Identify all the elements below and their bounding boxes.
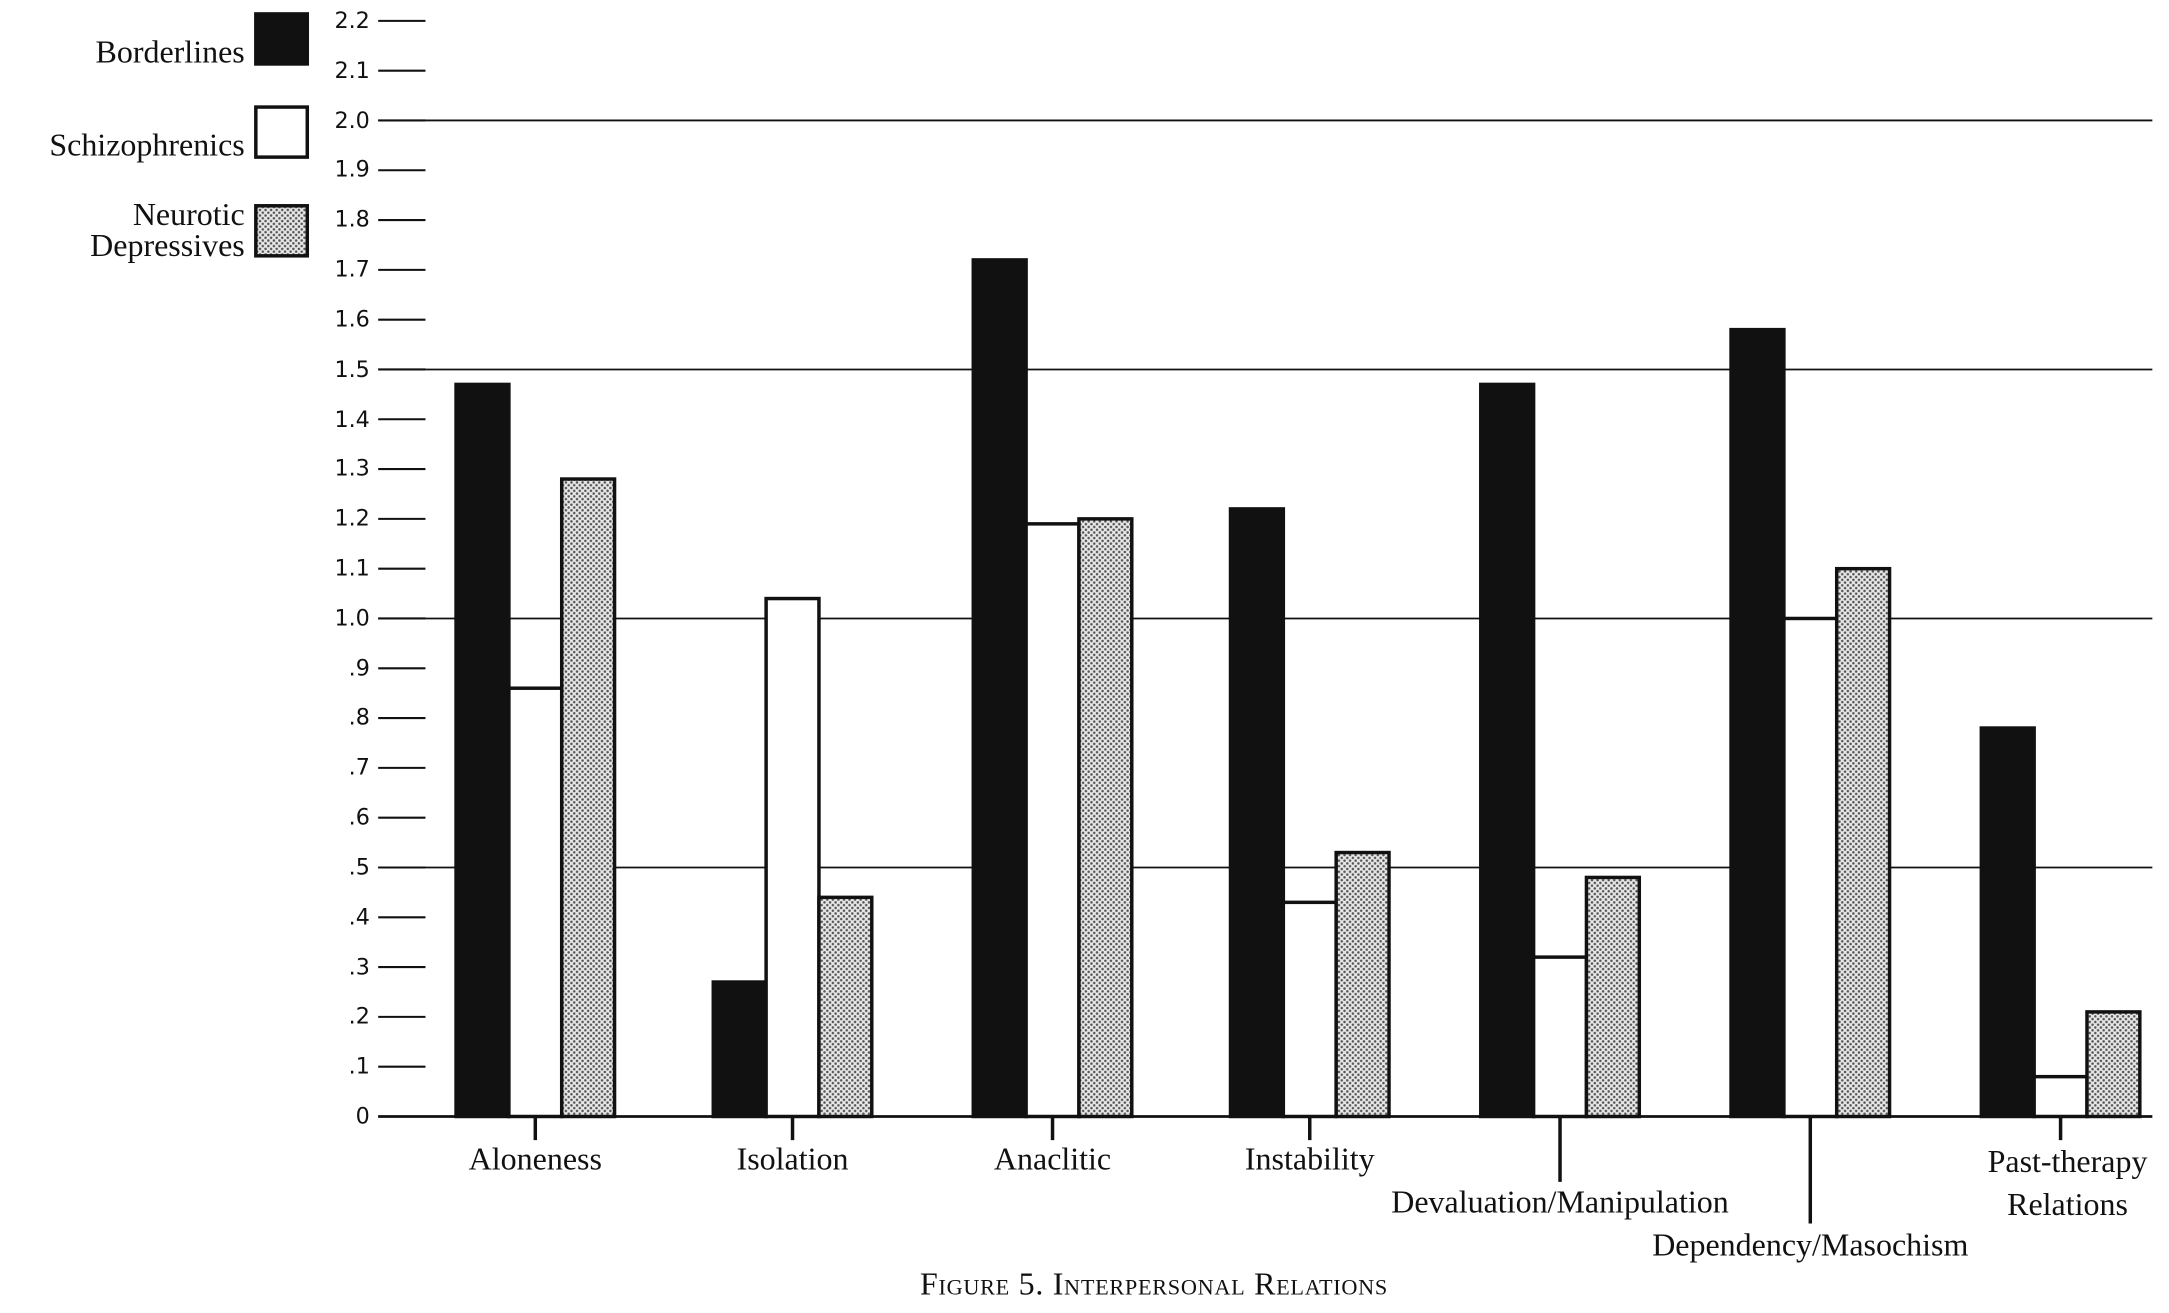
bar xyxy=(1334,850,1391,1119)
y-tick-label: .6 xyxy=(348,803,370,831)
bar xyxy=(2085,1010,2142,1119)
bar xyxy=(971,258,1028,1119)
bar xyxy=(764,596,821,1119)
y-tick-label: 1.4 xyxy=(334,405,370,432)
bar xyxy=(1729,327,1786,1119)
y-tick-label: 1.9 xyxy=(334,156,370,183)
bar xyxy=(1834,566,1892,1119)
bar xyxy=(1782,616,1839,1119)
chart-title: Figure 5. Interpersonal Relations xyxy=(920,1266,1389,1302)
bar xyxy=(1228,507,1286,1119)
bar xyxy=(2032,1074,2089,1119)
bar xyxy=(817,895,874,1119)
y-tick-label: 1.6 xyxy=(334,305,370,333)
legend-swatch xyxy=(254,105,310,159)
bar xyxy=(1281,900,1338,1119)
y-tick-label: 2.0 xyxy=(334,106,370,133)
bar xyxy=(711,980,768,1119)
bar xyxy=(1479,382,1536,1119)
y-tick-label: 2.2 xyxy=(334,6,370,34)
x-tick-label: Devaluation/Manipulation xyxy=(1391,1184,1729,1220)
bar xyxy=(507,686,564,1119)
bar xyxy=(1024,522,1081,1119)
y-tick-label: 1.0 xyxy=(334,604,370,631)
legend-label: Schizophrenics xyxy=(49,127,245,163)
y-tick-label: 1.8 xyxy=(334,206,370,233)
legend-label: Neurotic Depressives xyxy=(90,197,245,263)
y-tick-label: .9 xyxy=(348,654,370,681)
y-tick-label: .2 xyxy=(348,1002,370,1030)
x-tick-label: Isolation xyxy=(736,1141,849,1177)
y-tick-label: 0 xyxy=(355,1102,370,1130)
legend-label: Borderlines xyxy=(95,34,245,70)
legend-swatch xyxy=(254,204,310,258)
y-tick-label: 2.1 xyxy=(334,56,370,84)
y-tick-label: 1.1 xyxy=(334,554,370,582)
y-tick-label: .1 xyxy=(348,1052,370,1080)
y-tick-label: .8 xyxy=(348,704,370,731)
y-tick-label: .7 xyxy=(348,753,370,781)
bar xyxy=(1077,517,1134,1119)
bar xyxy=(1979,726,2036,1119)
x-tick-label: Aloneness xyxy=(468,1141,602,1177)
x-tick-label: Instability xyxy=(1244,1141,1375,1177)
x-tick-label: Past-therapy Relations xyxy=(1987,1144,2148,1223)
bar xyxy=(454,382,511,1119)
legend-swatch xyxy=(254,12,310,66)
y-tick-label: 1.7 xyxy=(334,255,370,283)
bar xyxy=(1531,955,1589,1119)
bar xyxy=(1584,875,1642,1119)
y-tick-label: 1.5 xyxy=(334,355,370,382)
y-tick-label: .4 xyxy=(348,903,370,930)
x-tick-label: Dependency/Masochism xyxy=(1652,1227,1969,1263)
bar xyxy=(559,477,617,1119)
y-tick-label: .5 xyxy=(348,853,370,880)
y-tick-label: 1.2 xyxy=(334,504,370,532)
y-tick-label: 1.3 xyxy=(334,455,370,482)
x-tick-label: Anaclitic xyxy=(993,1141,1112,1177)
y-tick-label: .3 xyxy=(348,953,370,980)
